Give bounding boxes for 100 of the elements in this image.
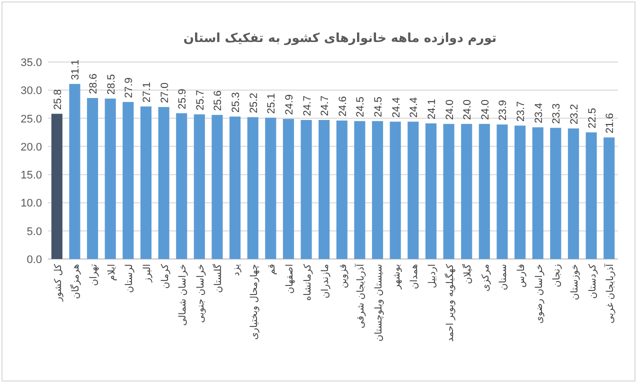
- x-tick-label: خراسان جنوبی: [195, 264, 206, 323]
- bar: [158, 107, 170, 259]
- bar: [496, 124, 508, 259]
- bar: [586, 132, 597, 259]
- data-label: 24.5: [372, 96, 385, 118]
- data-label: 27.1: [140, 82, 153, 102]
- bar: [300, 120, 312, 259]
- x-tick-label: کرمانشاه: [302, 264, 314, 301]
- x-tick-label: اردبیل: [426, 264, 438, 288]
- data-label: 21.6: [604, 112, 616, 134]
- data-label: 25.7: [194, 90, 206, 110]
- x-tick-label: کل کشور: [52, 264, 64, 302]
- data-label: 23.2: [568, 104, 580, 124]
- bar: [550, 128, 562, 259]
- x-tick-label: سمنان: [498, 264, 510, 290]
- data-label: 24.4: [408, 97, 420, 118]
- x-tick-label: قم: [266, 264, 278, 275]
- data-label: 25.6: [212, 90, 224, 111]
- chart-title: تورم دوازده ماهه خانوارهای کشور به تفکیک استان: [183, 30, 497, 46]
- x-tick-label: خراسان رضوی: [534, 264, 545, 324]
- x-tick-label: اصفهان: [284, 264, 296, 294]
- x-tick-label: زنجان: [552, 264, 563, 288]
- y-tick-label: 10.0: [20, 198, 42, 210]
- data-label: 25.9: [176, 88, 189, 110]
- x-tick-label: البرز: [142, 264, 153, 284]
- bar: [122, 102, 134, 259]
- bar: [104, 98, 116, 259]
- data-label: 24.7: [301, 95, 314, 116]
- bar: [247, 117, 258, 259]
- bar: [336, 120, 348, 259]
- bar: [176, 113, 188, 259]
- data-label: 23.9: [497, 100, 510, 120]
- bar: [408, 122, 419, 259]
- data-label: 25.8: [52, 89, 64, 110]
- y-tick-label: 15.0: [20, 170, 42, 182]
- y-tick-label: 0.0: [26, 254, 42, 266]
- y-tick-label: 35.0: [20, 57, 42, 69]
- x-tick-label: گلستان: [212, 264, 224, 293]
- data-label: 25.3: [230, 92, 242, 113]
- data-label: 28.6: [88, 73, 100, 94]
- x-tick-label: بوشهر: [391, 264, 402, 290]
- data-label: 27.9: [123, 77, 136, 98]
- bar: [140, 106, 152, 259]
- x-tick-label: مرکزی: [480, 264, 492, 292]
- data-label: 24.6: [336, 96, 349, 117]
- x-tick-label: کرمان: [160, 264, 171, 289]
- bar: [532, 127, 544, 259]
- bar: [51, 114, 62, 259]
- bar: [478, 124, 490, 259]
- bar: [69, 84, 80, 259]
- data-label: 24.0: [479, 99, 492, 120]
- x-tick-label: گیلان: [462, 264, 474, 284]
- bar: [461, 124, 472, 259]
- x-tick-label: خراسان شمالی: [178, 264, 189, 326]
- x-tick-label: هرمزگان: [70, 264, 82, 299]
- x-tick-label: ایلام: [106, 264, 118, 281]
- data-label: 24.7: [319, 95, 332, 116]
- bar: [390, 122, 401, 259]
- x-tick-label: فارس: [516, 264, 528, 288]
- data-label: 22.5: [586, 108, 598, 128]
- data-label: 24.9: [283, 94, 296, 115]
- data-label: 23.7: [515, 101, 528, 122]
- y-tick-label: 25.0: [20, 113, 42, 126]
- x-tick-label: چهارمحال وبختیاری: [248, 264, 260, 340]
- bar: [354, 121, 366, 259]
- y-tick-label: 5.0: [26, 226, 42, 238]
- x-tick-label: کهگیلویه وبویر احمد: [444, 264, 456, 342]
- bar: [443, 124, 454, 259]
- x-tick-label: لرستان: [124, 264, 136, 293]
- data-label: 24.1: [426, 98, 438, 120]
- x-tick-label: همدان: [409, 264, 420, 290]
- data-label: 25.1: [266, 93, 278, 114]
- x-tick-label: خوزستان: [569, 264, 580, 300]
- data-label: 24.5: [354, 96, 367, 118]
- data-label: 31.1: [70, 59, 82, 80]
- data-label: 28.5: [105, 74, 118, 95]
- bar: [604, 137, 615, 259]
- x-tick-label: یزد: [231, 264, 242, 276]
- data-label: 24.0: [462, 99, 474, 120]
- bar: [514, 126, 526, 259]
- bar: [318, 120, 330, 259]
- bar: [230, 116, 241, 259]
- x-tick-label: کردستان: [587, 264, 598, 299]
- bar: [372, 121, 384, 259]
- data-label: 27.0: [158, 82, 171, 104]
- x-tick-label: تهران: [88, 264, 100, 286]
- bar: [212, 114, 223, 259]
- data-label: 24.4: [390, 97, 402, 118]
- y-tick-label: 20.0: [20, 141, 42, 154]
- data-label: 24.0: [444, 99, 456, 120]
- x-tick-label: قزوین: [338, 264, 349, 288]
- bar: [282, 118, 294, 259]
- bar: [568, 128, 579, 259]
- data-label: 25.2: [248, 92, 260, 114]
- y-tick-label: 30.0: [20, 85, 42, 98]
- x-tick-label: مازندران: [320, 264, 332, 298]
- x-tick-label: سیستان وبلوچستان: [374, 264, 385, 342]
- x-tick-label: آذربایجان غربی: [604, 264, 616, 324]
- data-label: 23.4: [532, 102, 545, 124]
- x-tick-label: آذربایجان شرقی: [354, 264, 367, 328]
